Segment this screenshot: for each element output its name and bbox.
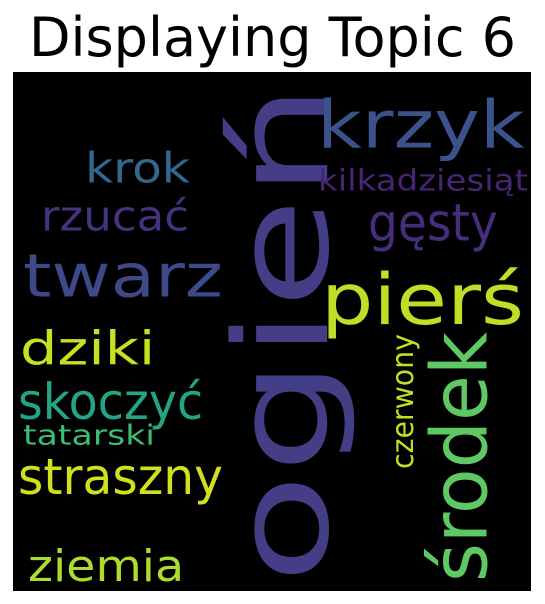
word-cloud: ogień krzyk krok kilkadziesiąt rzucać gę… xyxy=(13,72,531,591)
word-piers: pierś xyxy=(321,258,524,341)
word-tatarski: tatarski xyxy=(23,418,155,452)
page-title: Displaying Topic 6 xyxy=(28,6,517,69)
word-straszny: straszny xyxy=(18,447,223,506)
word-skoczyc: skoczyć xyxy=(18,372,204,431)
word-krzyk: krzyk xyxy=(317,86,525,164)
word-krok: krok xyxy=(85,143,190,193)
word-czerwony: czerwony xyxy=(385,334,421,469)
word-dziki: dziki xyxy=(20,321,156,376)
word-twarz: twarz xyxy=(23,240,223,311)
word-rzucac: rzucać xyxy=(41,191,190,241)
word-ziemia: ziemia xyxy=(28,540,185,591)
word-gesty: gęsty xyxy=(368,192,498,254)
word-srodek: środek xyxy=(413,331,506,582)
word-kilkadziesiat: kilkadziesiąt xyxy=(318,163,528,198)
